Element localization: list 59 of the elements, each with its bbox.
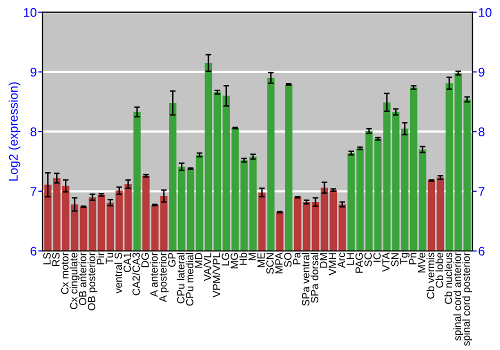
x-tick-label: Tg bbox=[400, 253, 410, 264]
y2-tick-label: 7 bbox=[478, 187, 484, 196]
x-tick-label: ventral S bbox=[114, 252, 122, 294]
x-tick-label: LS bbox=[43, 252, 51, 264]
x-tick-label: CA1 bbox=[124, 252, 131, 272]
y-tick-label: 6 bbox=[30, 246, 36, 256]
x-tick-label: Pn bbox=[409, 253, 416, 264]
x-tick-label: Arc bbox=[338, 252, 346, 268]
x-tick-label: LG bbox=[222, 253, 230, 266]
x-tick-label: spinal cord anterior bbox=[453, 252, 464, 341]
y2-tick-label: 8 bbox=[478, 127, 484, 136]
x-tick-label: OB posterior bbox=[88, 252, 98, 310]
y-tick-label: 8 bbox=[30, 127, 36, 136]
y2-tick-label: 6 bbox=[478, 246, 484, 256]
x-tick-label: SPa dorsal bbox=[310, 253, 318, 303]
x-tick-label: Cx cingulate bbox=[70, 252, 80, 310]
x-tick-label: Cb vermis bbox=[426, 252, 434, 299]
x-tick-label: VMH bbox=[328, 253, 336, 276]
x-tick-label: SCN bbox=[266, 253, 274, 274]
x-tick-label: MVe bbox=[418, 252, 426, 272]
y-axis-title: Log2 (expression) bbox=[8, 82, 20, 181]
x-tick-label: Pa bbox=[293, 252, 300, 264]
x-tick-label: CA2/CA3 bbox=[132, 252, 140, 296]
y-tick-label: 9 bbox=[30, 68, 36, 77]
x-tick-label: IC bbox=[373, 252, 381, 262]
x-tick-label: RS bbox=[52, 252, 60, 266]
x-tick-label: M bbox=[248, 253, 256, 260]
x-tick-label: VPM/VPL bbox=[212, 252, 220, 298]
x-tick-label: PAG bbox=[356, 253, 363, 273]
x-tick-label: LH bbox=[346, 253, 354, 265]
x-tick-label: SPa ventral bbox=[302, 253, 310, 306]
x-tick-label: VTA bbox=[382, 252, 390, 272]
x-tick-label: DM bbox=[320, 253, 328, 268]
y-tick-label: 7 bbox=[30, 187, 36, 196]
x-tick-label: CPu lateral bbox=[176, 253, 184, 304]
x-tick-label: Cx motor bbox=[61, 252, 68, 294]
y-tick-label: 10 bbox=[24, 8, 36, 17]
x-tick-label: CPu medial bbox=[186, 253, 194, 306]
y2-tick-label: 9 bbox=[478, 68, 484, 77]
x-tick-label: MG bbox=[230, 253, 238, 268]
x-tick-label: DG bbox=[141, 253, 149, 268]
x-tick-label: SC bbox=[364, 252, 372, 266]
x-tick-label: A posterior bbox=[158, 252, 169, 302]
x-tick-label: GP bbox=[168, 252, 176, 267]
x-tick-label: SN bbox=[391, 253, 399, 266]
x-tick-label: MPA bbox=[275, 252, 282, 274]
x-tick-label: Cb lobe bbox=[436, 252, 444, 288]
x-tick-label: VA/VL bbox=[204, 252, 212, 282]
x-tick-label: spinal cord posterior bbox=[462, 252, 472, 346]
x-tick-label: Tu bbox=[106, 253, 114, 264]
x-tick-label: A anterior bbox=[150, 252, 158, 297]
x-tick-label: MD bbox=[195, 252, 202, 268]
y2-tick-label: 10 bbox=[479, 8, 492, 17]
x-tick-label: Pir bbox=[96, 252, 104, 264]
x-tick-label: ME bbox=[257, 252, 265, 268]
x-tick-label: SO bbox=[284, 252, 292, 267]
x-tick-label: Cb nucleus bbox=[444, 252, 452, 304]
x-tick-label: OB anterior bbox=[78, 252, 86, 306]
x-tick-label: Hb bbox=[239, 252, 247, 265]
